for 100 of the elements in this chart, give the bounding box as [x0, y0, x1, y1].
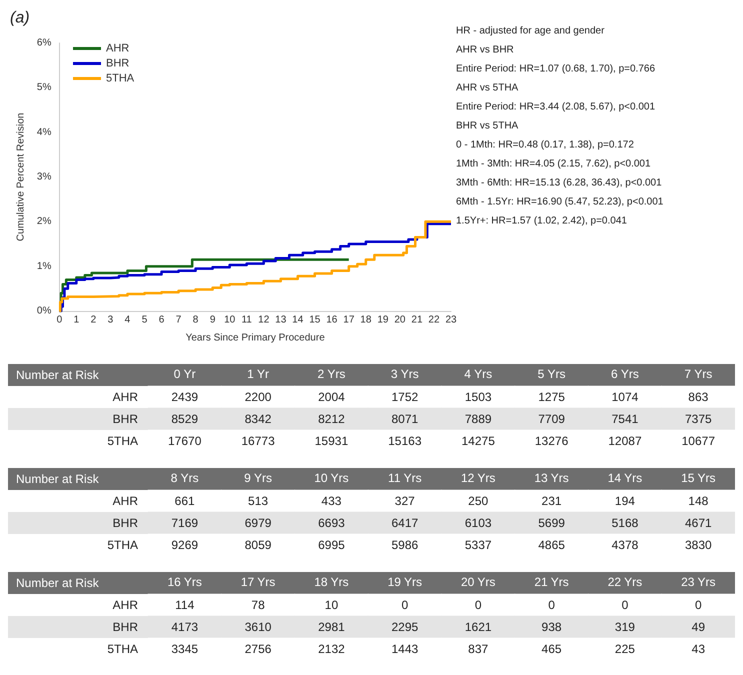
data-label: 465 [542, 642, 562, 656]
y-tick-label: 5THA [107, 642, 138, 656]
data-label: 2132 [318, 642, 346, 656]
x-tick-label: 13 Yrs [534, 471, 569, 485]
data-label: 225 [614, 642, 636, 656]
data-label: 13276 [534, 434, 569, 448]
x-tick-label: 16 Yrs [167, 575, 202, 589]
data-label: 513 [248, 494, 268, 508]
data-label: 10677 [682, 434, 716, 448]
y-axis-title: Cumulative Percent Revision [16, 112, 26, 242]
data-label: 3830 [684, 538, 712, 552]
data-label: 114 [175, 598, 195, 612]
data-label: 194 [614, 494, 636, 508]
y-tick-label: 2% [36, 216, 52, 228]
x-tick-label: 15 [309, 314, 321, 326]
data-label: 250 [468, 494, 489, 508]
data-label: 1074 [612, 390, 639, 404]
data-label: 5168 [612, 516, 639, 530]
y-tick-label: BHR [112, 412, 138, 426]
data-label: 148 [688, 494, 709, 508]
x-tick-label: 21 [411, 314, 423, 326]
data-label: 2295 [391, 620, 418, 634]
data-label: 9269 [171, 538, 198, 552]
data-label: 8212 [318, 412, 346, 426]
data-label: 1752 [391, 390, 418, 404]
x-tick-label: 7 Yrs [684, 367, 712, 381]
data-label: 863 [688, 390, 709, 404]
data-label: 0 [694, 598, 702, 612]
x-tick-label: 18 Yrs [314, 575, 349, 589]
x-tick-label: 21 Yrs [534, 575, 569, 589]
x-tick-label: 22 Yrs [608, 575, 642, 589]
data-label: 0 [548, 598, 556, 612]
data-label: 43 [692, 642, 706, 656]
text: (a) [10, 10, 30, 26]
data-label: 837 [468, 642, 489, 656]
y-tick-label: BHR [112, 620, 138, 634]
data-label: 6995 [318, 538, 346, 552]
data-label: 78 [251, 598, 266, 612]
y-tick-label: AHR [112, 598, 138, 612]
data-label: 0 [622, 598, 629, 612]
x-tick-label: 9 [210, 314, 216, 326]
data-label: 3610 [244, 620, 272, 634]
text: AHR vs BHR [456, 44, 514, 56]
text: 1Mth - 3Mth: HR=4.05 (2.15, 7.62), p<0.001 [456, 158, 651, 170]
x-tick-label: 19 [377, 314, 389, 326]
text: 6Mth - 1.5Yr: HR=16.90 (5.47, 52.23), p<0.001 [456, 196, 664, 208]
x-tick-label: 19 Yrs [388, 575, 422, 589]
x-tick-label: 11 [241, 314, 252, 326]
data-label: 0 [474, 598, 482, 612]
x-tick-label: 10 Yrs [314, 471, 349, 485]
chart-title: Number at Risk [16, 368, 100, 382]
text: Entire Period: HR=1.07 (0.68, 1.70), p=0.766 [456, 64, 656, 74]
y-tick-label: 5% [36, 82, 52, 94]
x-tick-label: 1 [74, 314, 80, 326]
data-label: 6103 [464, 516, 492, 530]
data-label: 231 [542, 494, 562, 508]
data-label: 7541 [612, 412, 639, 426]
x-tick-label: 0 Yr [174, 367, 196, 381]
x-tick-label: 13 [275, 314, 287, 326]
data-label: 10 [324, 598, 338, 612]
x-tick-label: 14 Yrs [608, 471, 642, 485]
data-label: 4173 [171, 620, 198, 634]
data-label: 5699 [538, 516, 566, 530]
data-label: 2200 [244, 390, 272, 404]
x-tick-label: 20 Yrs [460, 575, 496, 589]
x-tick-label: 5 [142, 314, 148, 326]
data-label: 2004 [318, 390, 346, 404]
x-tick-label: 5 Yrs [538, 367, 566, 381]
x-tick-label: 3 Yrs [390, 367, 419, 381]
data-label: 2756 [244, 642, 272, 656]
x-tick-label: 17 Yrs [240, 575, 276, 589]
chart-title: Number at Risk [16, 576, 100, 590]
x-tick-label: 14 [292, 314, 304, 326]
y-tick-label: 0% [36, 306, 52, 316]
x-tick-label: 12 Yrs [460, 471, 496, 485]
y-tick-label: 5THA [107, 538, 138, 552]
data-label: 15931 [314, 434, 348, 448]
x-tick-label: 11 Yrs [388, 471, 422, 485]
data-label: 938 [542, 620, 562, 634]
x-tick-label: 6 Yrs [611, 367, 639, 381]
data-label: 3345 [171, 642, 198, 656]
data-label: 16773 [241, 434, 276, 448]
y-tick-label: 1% [36, 260, 52, 272]
x-tick-label: 4 Yrs [464, 367, 492, 381]
data-label: 5337 [464, 538, 492, 552]
data-label: 6979 [244, 516, 272, 530]
data-label: 5986 [391, 538, 418, 552]
data-label: 1621 [464, 620, 492, 634]
text: 3Mth - 6Mth: HR=15.13 (6.28, 36.43), p<0.001 [456, 178, 662, 188]
data-label: 8059 [244, 538, 272, 552]
data-label: 7709 [538, 412, 566, 426]
text: HR - adjusted for age and gender [456, 26, 606, 36]
data-label: 4378 [612, 538, 639, 552]
data-label: 1275 [538, 390, 566, 404]
x-tick-label: 18 [360, 314, 372, 326]
data-label: 433 [321, 494, 342, 508]
data-label: 4671 [684, 516, 712, 530]
y-tick-label: AHR [112, 494, 138, 508]
x-tick-label: 10 [224, 314, 236, 326]
data-label: 4865 [538, 538, 566, 552]
